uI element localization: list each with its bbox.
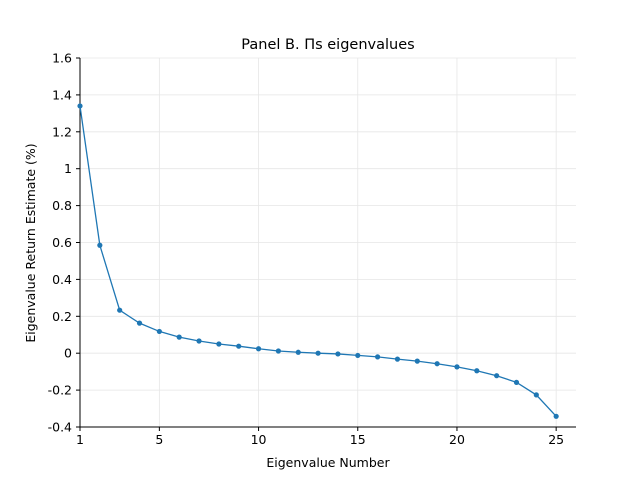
data-point [454, 364, 460, 370]
y-axis-label: Eigenvalue Return Estimate (%) [23, 143, 38, 342]
data-point [117, 307, 123, 313]
y-tick-label: 1.4 [52, 87, 72, 102]
y-tick-label: 0.8 [52, 198, 72, 213]
data-point [335, 351, 341, 357]
y-tick-label: 0.6 [52, 235, 72, 250]
data-series [77, 103, 559, 419]
x-tick-label: 20 [449, 432, 465, 447]
grid-lines [79, 57, 576, 428]
y-tick-label: 1.6 [52, 51, 72, 66]
y-tick-label: -0.4 [48, 420, 72, 435]
y-tick-label: 1 [64, 161, 72, 176]
x-tick-label: 10 [251, 432, 267, 447]
data-point [176, 334, 182, 340]
tick-labels: 1 5 10 15 20 25-0.4-0.200.20.40.60.811.21.41.… [48, 51, 565, 448]
data-point [533, 392, 539, 398]
y-tick-label: 0 [64, 346, 72, 361]
x-tick-label: 25 [548, 432, 564, 447]
x-tick-label: 5 [155, 432, 163, 447]
y-tick-label: -0.2 [48, 383, 72, 398]
data-point [77, 103, 83, 109]
data-point [255, 346, 262, 352]
data-point [236, 343, 242, 349]
data-point [513, 379, 520, 385]
data-point [196, 338, 202, 344]
data-point [216, 341, 222, 347]
data-point [474, 368, 480, 374]
chart-title: Panel B. Πs eigenvalues [241, 37, 414, 53]
data-point [414, 358, 420, 364]
data-point [156, 328, 162, 335]
x-tick-label: 15 [350, 432, 366, 447]
data-point [434, 361, 440, 367]
y-tick-label: 1.2 [52, 124, 72, 139]
data-point [355, 352, 361, 359]
data-point [275, 348, 281, 354]
x-axis-label: Eigenvalue Number [266, 455, 390, 470]
data-point [295, 349, 301, 355]
axes [76, 57, 576, 431]
data-point [97, 242, 103, 248]
data-point [136, 320, 143, 326]
data-point [494, 373, 500, 379]
data-point [315, 350, 321, 356]
y-tick-label: 0.4 [52, 272, 72, 287]
data-point [375, 354, 381, 360]
series-line [79, 105, 557, 417]
x-tick-label: 1 [76, 432, 84, 447]
data-point [553, 413, 559, 419]
data-point [394, 356, 401, 362]
y-tick-label: 0.2 [52, 309, 72, 324]
